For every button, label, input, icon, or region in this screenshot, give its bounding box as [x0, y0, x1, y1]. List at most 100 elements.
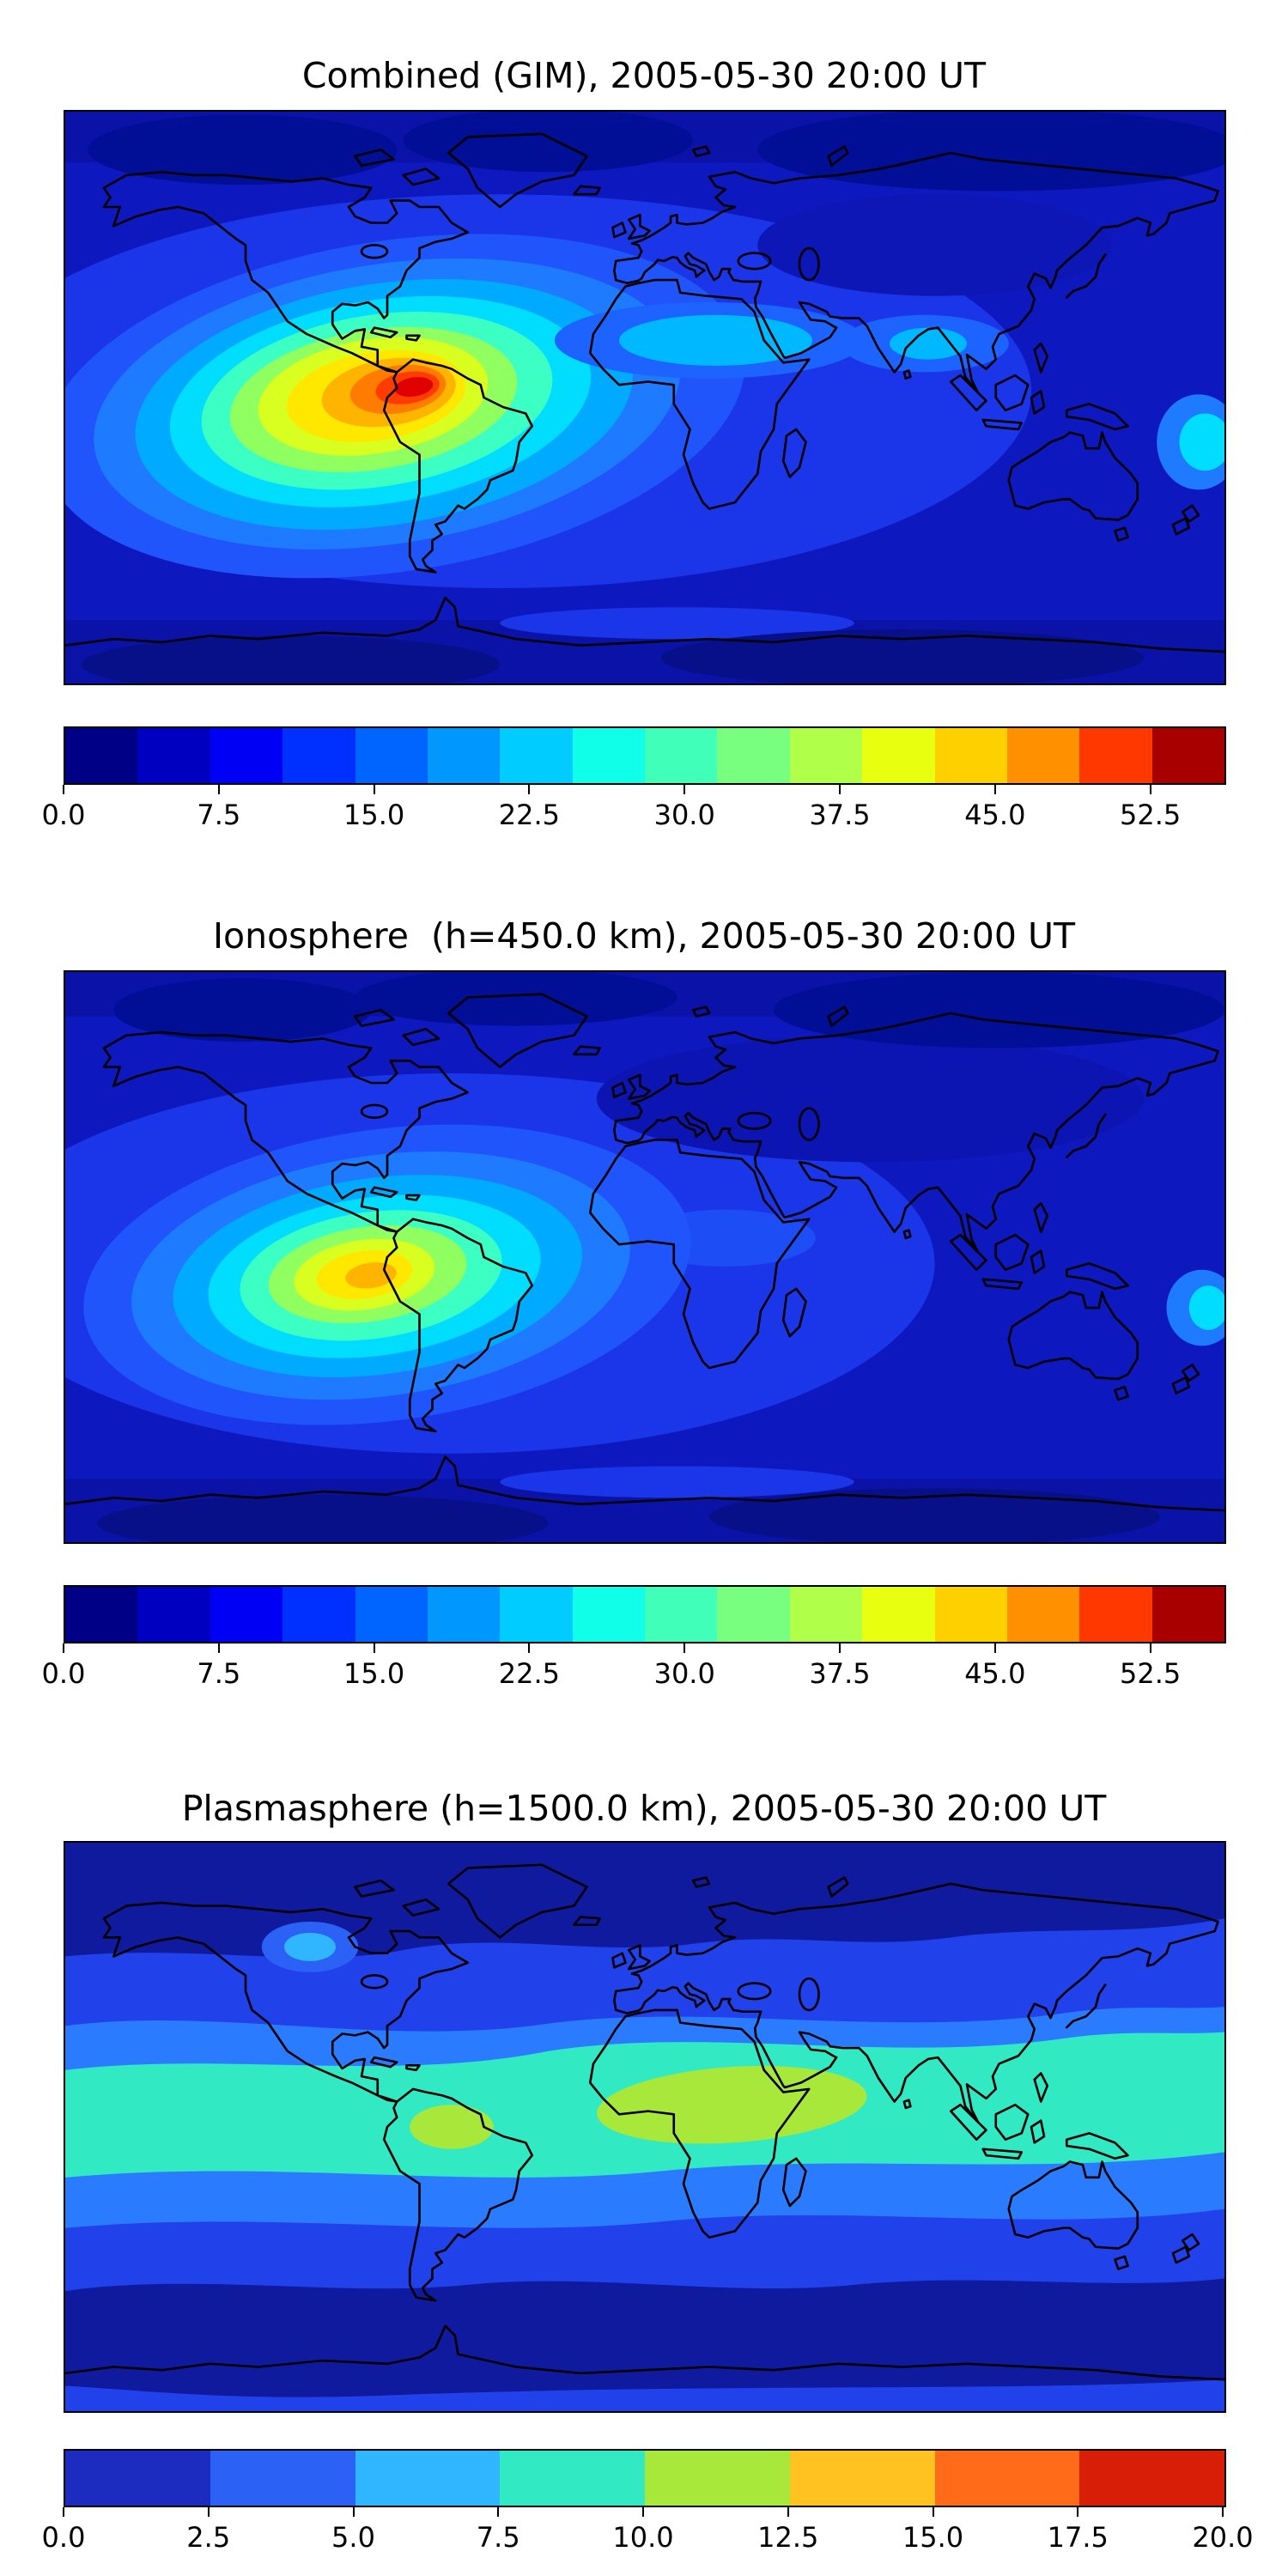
tick-mark [839, 785, 841, 794]
colorbar-segment [645, 728, 718, 783]
tick-mark [528, 1643, 531, 1653]
panel-title-combined: Combined (GIM), 2005-05-30 20:00 UT [301, 55, 987, 96]
tick-label: 2.5 [186, 2521, 231, 2554]
plasmasphere-maximum [597, 2065, 867, 2144]
tick-label: 7.5 [197, 1657, 241, 1690]
tick-label: 37.5 [809, 1657, 871, 1690]
tec-hotspot-combined [65, 234, 745, 579]
panel-title-plasmasphere: Plasmasphere (h=1500.0 km), 2005-05-30 2… [181, 1788, 1107, 1829]
plasmasphere-tec-map [65, 1843, 1224, 2411]
colorbar-segment [283, 728, 355, 783]
map-frame-combined [64, 110, 1226, 685]
tick-label: 52.5 [1120, 1657, 1182, 1690]
colorbar-segment [1151, 728, 1224, 783]
tick-mark [787, 2507, 789, 2517]
tec-field-plasmasphere [65, 1843, 1224, 2411]
colorbar-segment [500, 728, 573, 783]
colorbar-segment [355, 1587, 428, 1642]
tick-label: 45.0 [964, 1657, 1026, 1690]
tick-mark [1077, 2507, 1079, 2517]
tick-label: 30.0 [653, 799, 715, 831]
colorbar-ticks-plasmasphere: 0.0 2.5 5.0 7.5 10.0 12.5 15.0 17.5 20.0 [42, 2507, 1254, 2559]
tick-mark [1149, 1643, 1151, 1653]
colorbar-segment [645, 2451, 790, 2506]
colorbar-combined [64, 726, 1226, 785]
tick-mark [63, 2507, 64, 2517]
colorbar-segment [65, 1587, 138, 1642]
tick-mark [1222, 2507, 1224, 2517]
colorbar-segment [934, 2451, 1080, 2506]
combined-tec-map [65, 112, 1224, 683]
tick-mark [839, 1643, 841, 1653]
colorbar-segment [65, 2451, 210, 2506]
tec-field-ionosphere [65, 972, 1224, 1542]
tick-label: 22.5 [498, 1657, 561, 1690]
tick-label: 15.0 [902, 2521, 964, 2554]
colorbar-segment [137, 728, 210, 783]
colorbar-segment [1079, 728, 1152, 783]
tick-mark [217, 785, 220, 794]
colorbar-segment [1006, 728, 1080, 783]
colorbar-ionosphere [64, 1585, 1226, 1643]
colorbar-segment [355, 728, 428, 783]
tick-label: 22.5 [498, 799, 561, 831]
tick-mark [932, 2507, 934, 2517]
tick-mark [207, 2507, 210, 2517]
colorbar-segment [1079, 1587, 1152, 1642]
tick-mark [352, 2507, 355, 2517]
tick-label: 20.0 [1192, 2521, 1254, 2554]
colorbar-segment [210, 728, 283, 783]
tick-mark [993, 1643, 996, 1653]
colorbar-ticks-ionosphere: 0.0 7.5 15.0 22.5 30.0 37.5 45.0 52.5 [42, 1643, 1223, 1695]
tick-label: 15.0 [343, 1657, 405, 1690]
tick-mark [642, 2507, 644, 2517]
map-frame-ionosphere [64, 970, 1226, 1544]
tick-label: 45.0 [964, 799, 1026, 831]
tick-label: 37.5 [809, 799, 871, 831]
tec-field-combined [65, 112, 1224, 683]
tick-label: 17.5 [1047, 2521, 1109, 2554]
colorbar-segment [717, 728, 790, 783]
tick-label: 0.0 [41, 1657, 86, 1690]
colorbar-segment [500, 1587, 573, 1642]
tick-mark [993, 785, 996, 794]
colorbar-segment [427, 1587, 501, 1642]
tick-mark [63, 785, 64, 794]
colorbar-segment [137, 1587, 210, 1642]
tick-label: 7.5 [476, 2521, 520, 2554]
tick-mark [373, 1643, 375, 1653]
tick-label: 7.5 [197, 799, 241, 831]
tick-label: 30.0 [653, 1657, 715, 1690]
panel-title-ionosphere: Ionosphere (h=450.0 km), 2005-05-30 20:0… [212, 915, 1076, 957]
colorbar-segment [355, 2451, 501, 2506]
colorbar-segment [934, 1587, 1007, 1642]
tick-mark [63, 1643, 64, 1653]
colorbar-segment [1079, 2451, 1224, 2506]
colorbar-segment [789, 1587, 863, 1642]
tick-label: 0.0 [41, 799, 86, 831]
tick-label: 52.5 [1120, 799, 1182, 831]
colorbar-segment [1151, 1587, 1224, 1642]
colorbar-segment [862, 1587, 935, 1642]
colorbar-segment [427, 728, 501, 783]
tick-mark [683, 785, 686, 794]
tick-mark [1149, 785, 1151, 794]
colorbar-segment [65, 728, 138, 783]
colorbar-segment [789, 728, 863, 783]
colorbar-segment [500, 2451, 645, 2506]
tick-label: 15.0 [343, 799, 405, 831]
colorbar-ticks-combined: 0.0 7.5 15.0 22.5 30.0 37.5 45.0 52.5 [42, 785, 1223, 836]
map-frame-plasmasphere [64, 1841, 1226, 2413]
colorbar-segment [572, 1587, 645, 1642]
colorbar-segment [210, 1587, 283, 1642]
colorbar-segment [210, 2451, 355, 2506]
colorbar-plasmasphere [64, 2449, 1226, 2507]
colorbar-segment [283, 1587, 355, 1642]
colorbar-segment [1006, 1587, 1080, 1642]
tick-mark [497, 2507, 500, 2517]
colorbar-segment [862, 728, 935, 783]
colorbar-segment [934, 728, 1007, 783]
colorbar-segment [645, 1587, 718, 1642]
tick-mark [683, 1643, 686, 1653]
